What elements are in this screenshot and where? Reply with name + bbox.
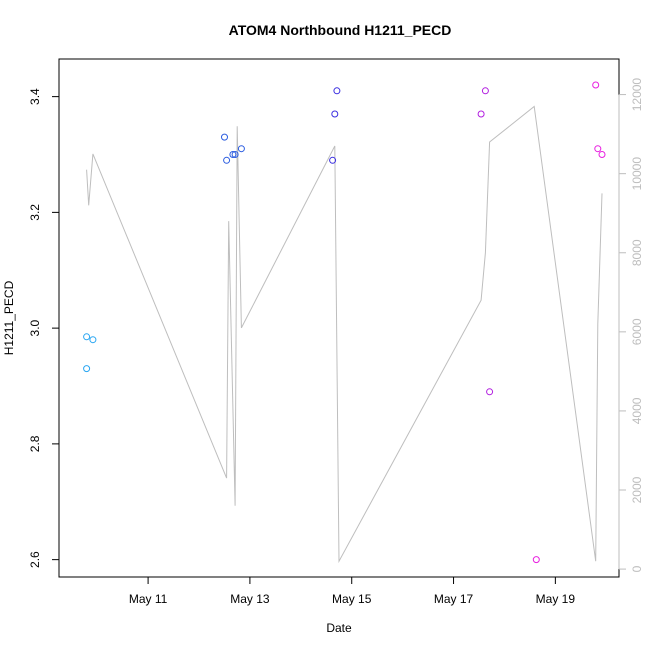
data-point [229, 151, 237, 158]
y2-tick-label: 2000 [630, 476, 644, 503]
data-point [594, 145, 602, 153]
y-tick-label: 3.2 [28, 204, 42, 221]
scatter-points [83, 81, 606, 564]
y-tick-label: 2.6 [28, 551, 42, 568]
y-axis-right: 0 2000 4000 6000 8000 10000 12000 [618, 78, 644, 572]
y-axis-label: H1211_PECD [2, 280, 16, 355]
data-point [329, 156, 337, 164]
x-tick-label: May 19 [536, 592, 576, 606]
data-point [223, 156, 231, 164]
data-point [331, 110, 339, 118]
data-point [598, 151, 606, 158]
y2-tick-label: 0 [630, 565, 644, 572]
x-tick-label: May 13 [230, 592, 270, 606]
data-point [89, 336, 97, 344]
y-axis-left: 2.6 2.8 3.0 3.2 3.4 [28, 88, 60, 568]
y2-tick-label: 8000 [630, 239, 644, 266]
data-point [83, 333, 91, 341]
data-point [231, 151, 239, 158]
data-point [221, 133, 228, 141]
data-point [481, 87, 489, 95]
data-point [477, 110, 485, 118]
data-point [486, 388, 494, 396]
y-tick-label: 3.4 [28, 88, 42, 105]
plot-frame [58, 58, 620, 578]
x-axis-label: Date [326, 621, 352, 635]
data-point [592, 81, 600, 89]
x-tick-label: May 17 [434, 592, 474, 606]
y2-tick-label: 10000 [630, 157, 644, 191]
right-axis-line-series [86, 105, 603, 564]
y2-tick-label: 4000 [630, 397, 644, 424]
y2-tick-label: 12000 [630, 78, 644, 112]
x-tick-label: May 11 [129, 592, 168, 606]
data-point [532, 556, 540, 564]
data-point [333, 87, 341, 95]
y-tick-label: 2.8 [28, 435, 42, 452]
y2-tick-label: 6000 [630, 318, 644, 345]
y-tick-label: 3.0 [28, 319, 42, 336]
chart-title: ATOM4 Northbound H1211_PECD [229, 22, 452, 38]
data-point [83, 365, 91, 373]
x-axis: May 11 May 13 May 15 May 17 May 19 [129, 576, 576, 606]
x-tick-label: May 15 [332, 592, 372, 606]
data-point [237, 145, 245, 153]
series-line [86, 105, 603, 564]
